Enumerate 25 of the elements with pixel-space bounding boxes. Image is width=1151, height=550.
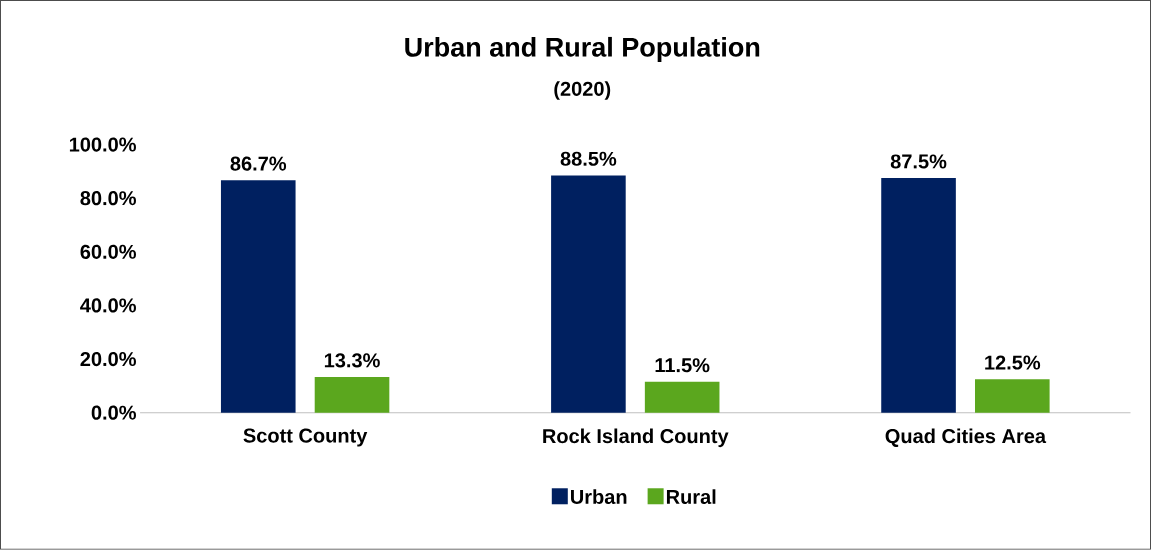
y-tick-label: 40.0%	[80, 298, 136, 313]
data-label: 12.5%	[985, 355, 1041, 370]
x-tick-label: Scott County	[243, 428, 368, 447]
bar	[644, 381, 720, 413]
data-label: 13.3%	[324, 353, 380, 368]
bar	[220, 180, 296, 413]
x-tick-label: Rock Island County	[543, 428, 729, 448]
legend-label: Rural	[666, 489, 716, 505]
y-tick-label: 60.0%	[80, 244, 136, 260]
chart-subtitle: (2020)	[554, 81, 611, 100]
chart-title: Urban and Rural Population	[405, 37, 760, 63]
data-label: 87.5%	[890, 154, 947, 169]
y-tick-label: 100.0%	[69, 137, 136, 152]
legend-label: Urban	[571, 489, 627, 505]
bar	[881, 178, 956, 413]
data-label: 88.5%	[560, 151, 617, 166]
data-label: 86.7%	[230, 156, 287, 171]
y-tick-label: 20.0%	[80, 352, 136, 367]
x-tick-label: Quad Cities Area	[885, 428, 1047, 448]
data-label: 11.5%	[655, 358, 710, 373]
bar	[551, 175, 626, 413]
y-tick-label: 80.0%	[80, 191, 136, 206]
y-tick-label: 0.0%	[91, 405, 136, 420]
bar	[975, 379, 1050, 413]
bar	[314, 377, 390, 413]
